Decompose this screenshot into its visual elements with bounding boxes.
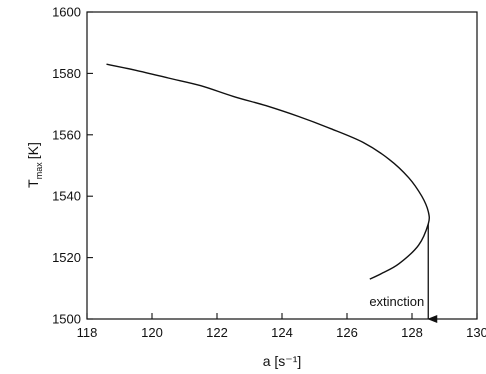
extinction-label: extinction	[369, 294, 424, 309]
y-axis-ticks: 1500 1520 1540 1560 1580 1600	[52, 5, 93, 327]
x-tick-label: 124	[271, 325, 293, 340]
y-tick-label: 1500	[52, 312, 81, 327]
x-tick-label: 120	[141, 325, 163, 340]
y-axis-label-unit: [K]	[25, 142, 41, 159]
x-axis-ticks: 118 120 122 124 126 128 130	[77, 313, 486, 340]
y-tick-label: 1520	[52, 250, 81, 265]
y-tick-label: 1560	[52, 127, 81, 142]
y-axis-label: Tmax [K]	[25, 142, 44, 188]
y-tick-label: 1600	[52, 5, 81, 20]
x-tick-label: 126	[336, 325, 358, 340]
annotation-layer: extinction	[369, 223, 438, 323]
x-tick-label: 130	[466, 325, 486, 340]
y-tick-label: 1580	[52, 66, 81, 81]
plot-frame	[86, 11, 478, 320]
y-axis-label-subscript: max	[34, 162, 44, 180]
y-axis-label-symbol: T	[25, 179, 41, 188]
x-tick-label: 118	[77, 325, 98, 340]
y-tick-label: 1540	[52, 189, 81, 204]
x-axis-label: a [s⁻¹]	[263, 353, 302, 369]
x-tick-label: 128	[401, 325, 423, 340]
series-layer	[106, 63, 430, 280]
x-tick-label: 122	[206, 325, 228, 340]
svg-text:Tmax[K]: Tmax [K]	[25, 142, 44, 188]
series-line	[106, 63, 430, 280]
